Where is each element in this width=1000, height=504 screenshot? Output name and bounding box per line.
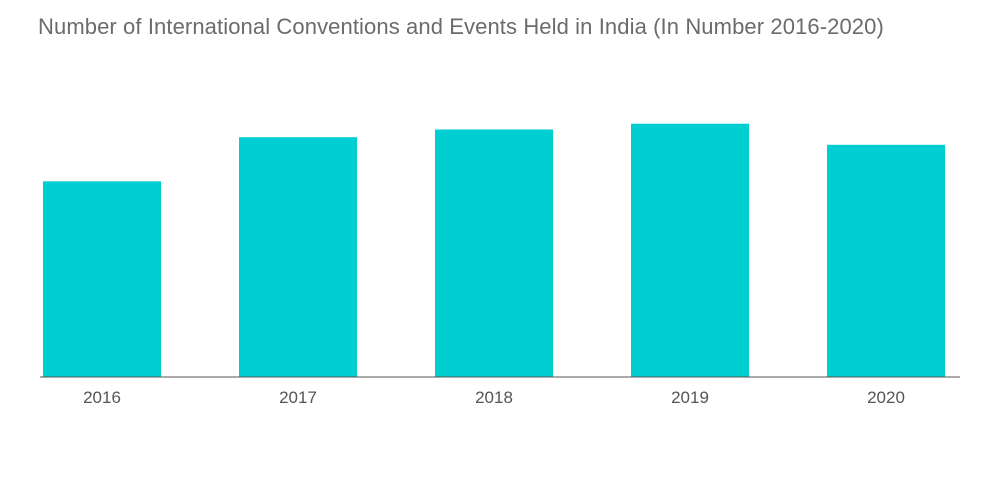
x-tick-label-2020: 2020 xyxy=(867,388,905,407)
x-tick-label-2017: 2017 xyxy=(279,388,317,407)
bar-2018 xyxy=(435,129,553,377)
chart-title: Number of International Conventions and … xyxy=(38,14,884,39)
bar-2017 xyxy=(239,137,357,377)
x-tick-label-2019: 2019 xyxy=(671,388,709,407)
x-tick-label-2016: 2016 xyxy=(83,388,121,407)
bar-2019 xyxy=(631,123,749,377)
x-tick-labels: 2016 2017 2018 2019 2020 xyxy=(83,388,905,407)
x-tick-label-2018: 2018 xyxy=(475,388,513,407)
bar-2016 xyxy=(43,181,161,377)
bar-2020 xyxy=(827,144,945,377)
bars-group xyxy=(43,123,945,377)
